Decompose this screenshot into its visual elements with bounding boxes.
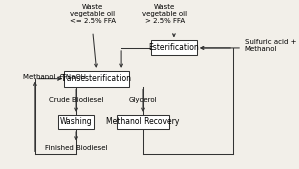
Text: Waste
vegetable oil
> 2.5% FFA: Waste vegetable oil > 2.5% FFA <box>142 4 187 24</box>
Text: Methanol + NaOH: Methanol + NaOH <box>23 74 86 80</box>
Text: Crude Biodiesel: Crude Biodiesel <box>49 97 103 103</box>
Text: Transesterification: Transesterification <box>61 74 132 83</box>
Text: Glycerol: Glycerol <box>129 97 157 103</box>
Text: Esterification: Esterification <box>149 43 199 52</box>
FancyBboxPatch shape <box>65 71 129 87</box>
Text: Sulfuric acid +
Methanol: Sulfuric acid + Methanol <box>245 39 296 52</box>
Text: Waste
vegetable oil
<= 2.5% FFA: Waste vegetable oil <= 2.5% FFA <box>70 4 116 24</box>
FancyBboxPatch shape <box>58 115 94 129</box>
Text: Methanol Recovery: Methanol Recovery <box>106 117 180 126</box>
FancyBboxPatch shape <box>151 40 197 55</box>
FancyBboxPatch shape <box>117 115 169 129</box>
Text: Washing: Washing <box>60 117 92 126</box>
Text: Finished Biodiesel: Finished Biodiesel <box>45 146 107 151</box>
